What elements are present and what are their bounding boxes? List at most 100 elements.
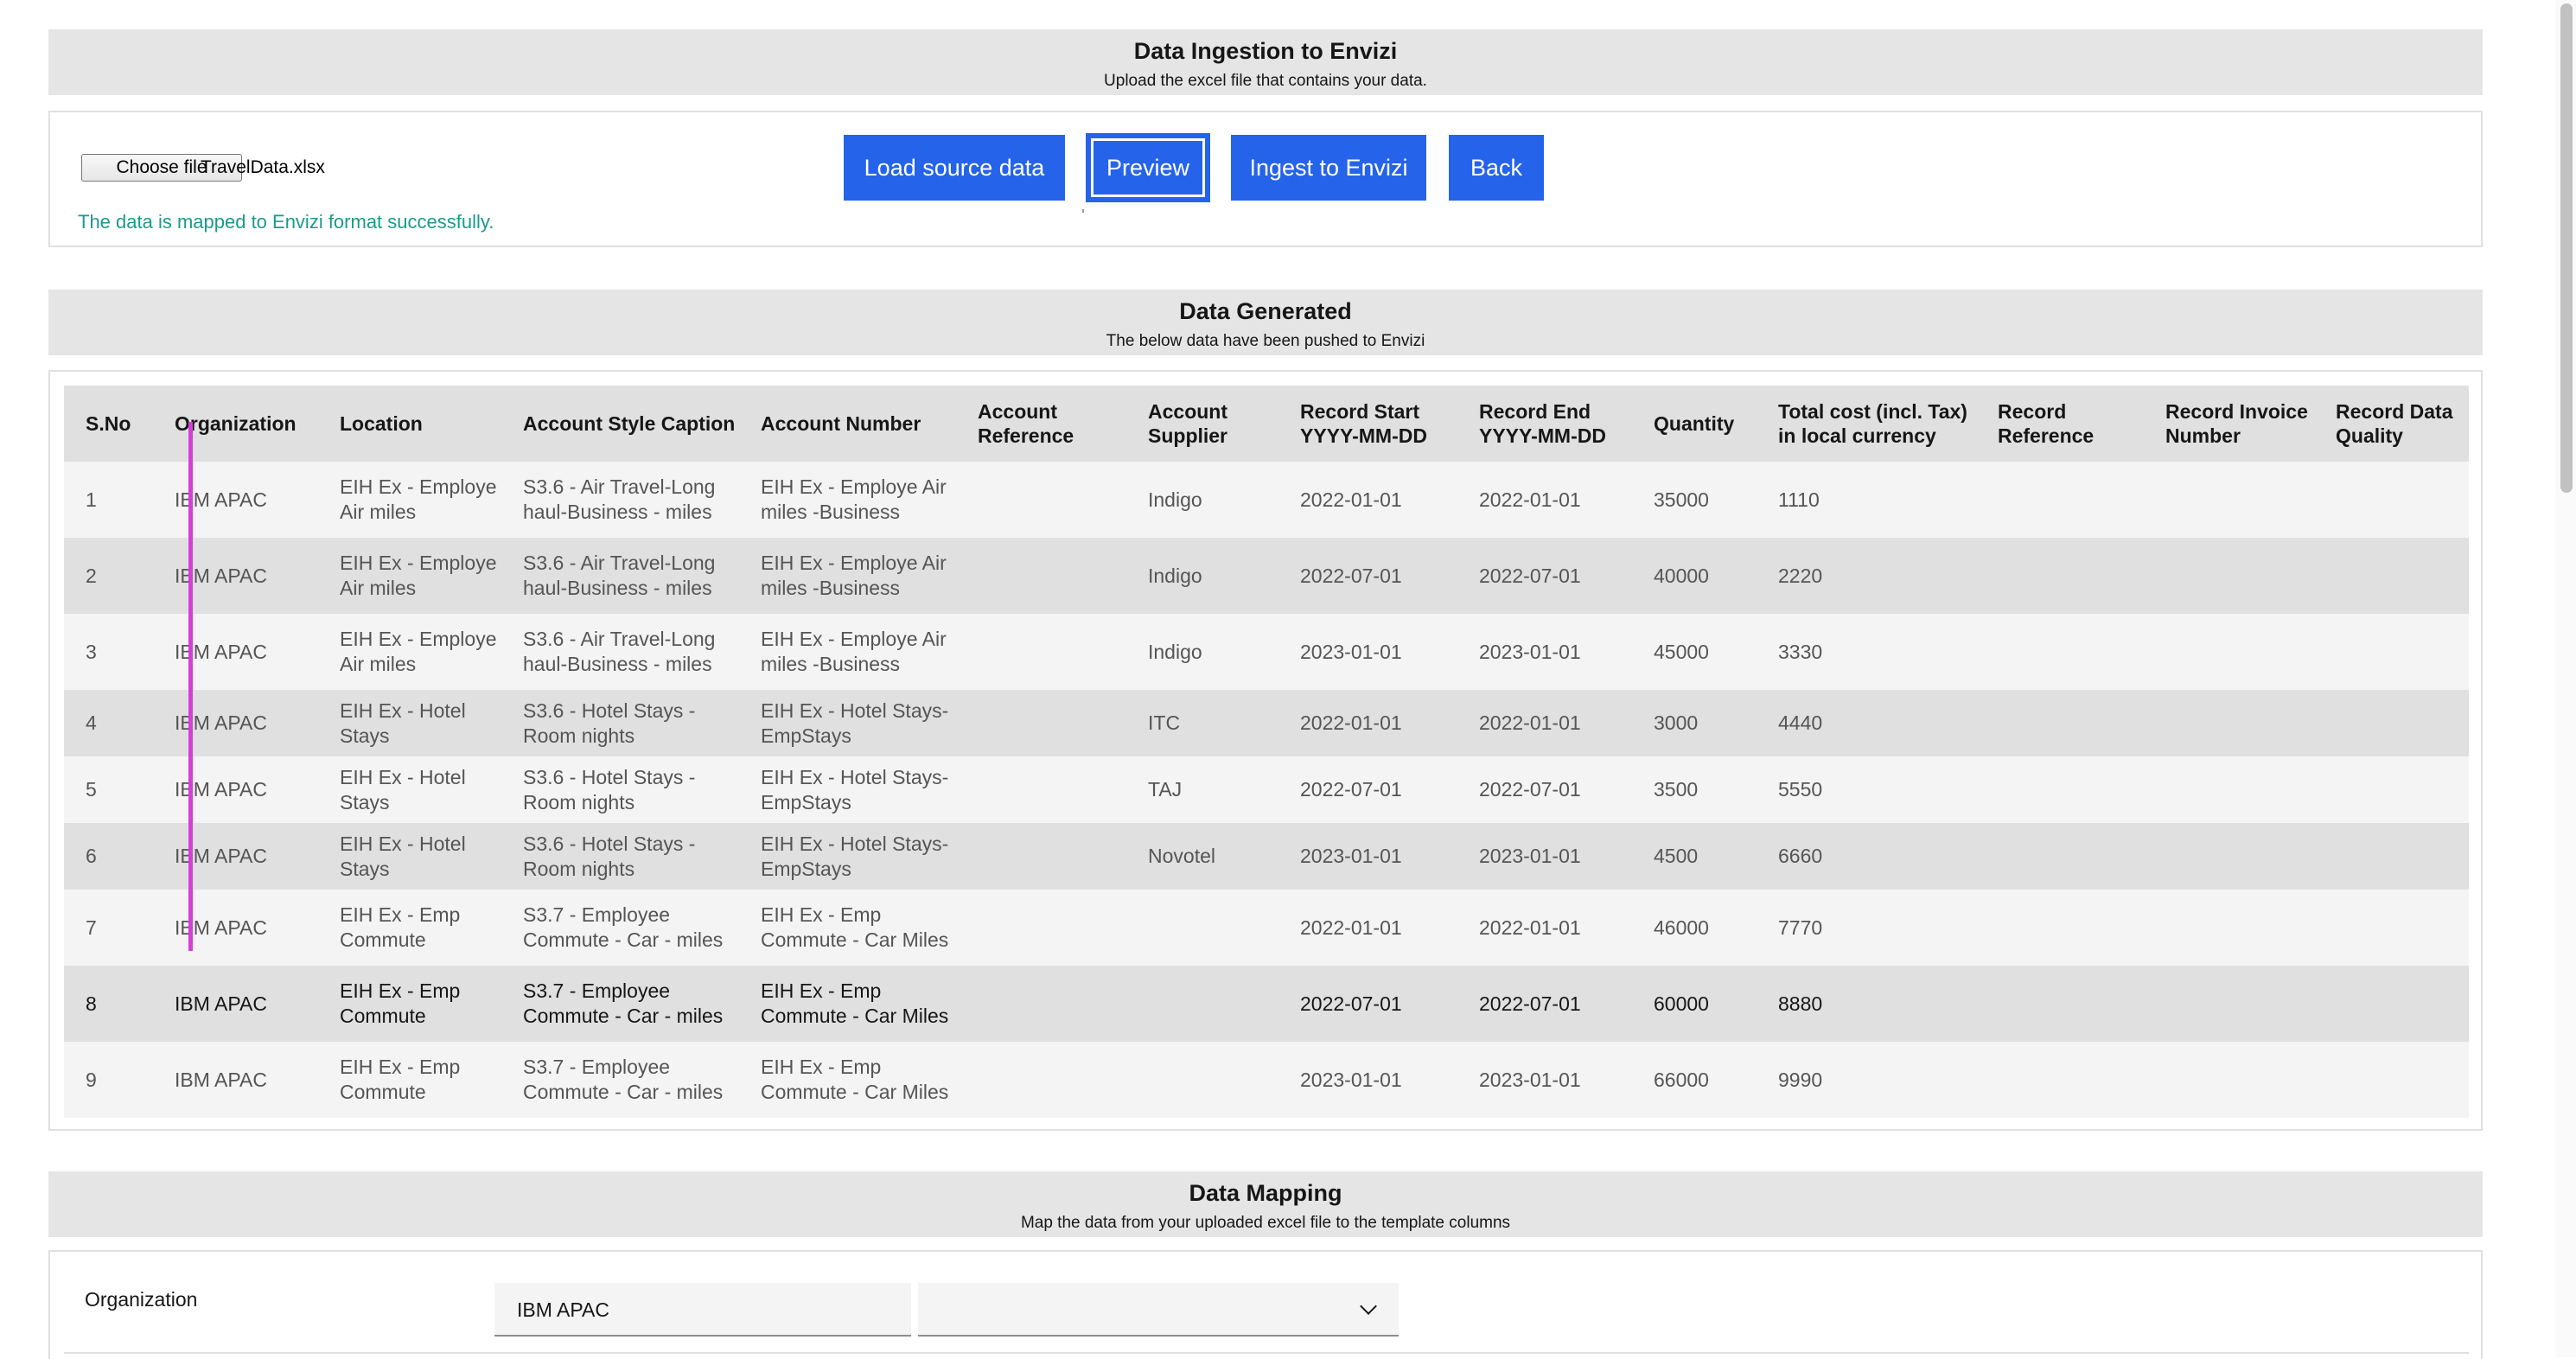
table-cell	[2144, 690, 2314, 756]
table-cell: 2022-07-01	[1300, 992, 1402, 1015]
column-header[interactable]: Record Data Quality	[2336, 400, 2453, 447]
table-cell	[2144, 462, 2314, 538]
table-cell	[2314, 756, 2469, 823]
column-header[interactable]: Record End YYYY-MM-DD	[1479, 400, 1606, 447]
column-header[interactable]: Account Reference	[978, 400, 1074, 447]
table-cell	[2144, 1042, 2314, 1118]
table-cell: 2023-01-01	[1479, 1068, 1581, 1091]
back-button[interactable]: Back	[1449, 135, 1544, 201]
table-cell: 3000	[1654, 711, 1699, 734]
table-row[interactable]: 9 IBM APAC EIH Ex - Emp Commute S3.7 - Empl…	[64, 1042, 2469, 1118]
table-cell	[2144, 614, 2314, 690]
column-header[interactable]: Account Supplier	[1148, 400, 1228, 447]
preview-button[interactable]: Preview	[1087, 135, 1208, 201]
table-cell	[956, 690, 1126, 756]
table-row[interactable]: 4 IBM APAC EIH Ex - Hotel Stays S3.6 - Hote…	[64, 690, 2469, 756]
table-cell	[956, 890, 1126, 966]
table-cell: S3.6 - Hotel Stays - Room nights	[523, 832, 696, 880]
table-row[interactable]: 8 IBM APAC EIH Ex - Emp Commute S3.7 - Empl…	[64, 966, 2469, 1042]
table-cell: EIH Ex - Hotel Stays-EmpStays	[761, 699, 949, 747]
table-cell: 3330	[1778, 640, 1823, 663]
table-row[interactable]: 3 IBM APAC EIH Ex - Employe Air miles S3.6 …	[64, 614, 2469, 690]
table-cell: 1110	[1778, 488, 1820, 511]
row-highlight-bar	[188, 422, 193, 951]
mapping-subtitle: Map the data from your uploaded excel fi…	[1020, 1214, 1511, 1232]
table-cell	[2144, 890, 2314, 966]
table-cell: Indigo	[1148, 488, 1202, 511]
table-cell	[1976, 690, 2144, 756]
table-cell: EIH Ex - Employe Air miles	[340, 552, 497, 599]
table-cell: IBM APAC	[175, 992, 267, 1015]
table-cell: EIH Ex - Employe Air miles -Business	[761, 552, 947, 599]
table-cell: EIH Ex - Employe Air miles	[340, 475, 497, 523]
table-cell: 5	[86, 778, 97, 801]
table-cell: EIH Ex - Emp Commute - Car Miles	[761, 979, 949, 1027]
generated-title: Data Generated	[1179, 298, 1352, 324]
success-message: The data is mapped to Envizi format succ…	[78, 211, 494, 233]
table-cell: 8	[86, 992, 97, 1015]
column-header[interactable]: Organization	[175, 412, 296, 435]
table-cell: 6	[86, 845, 97, 867]
organization-column-select[interactable]	[918, 1283, 1399, 1337]
table-cell: Indigo	[1148, 564, 1202, 587]
table-cell	[1976, 462, 2144, 538]
table-cell: 3500	[1654, 778, 1699, 801]
table-cell	[2314, 890, 2469, 966]
generated-data-table: S.No Organization Location Account Style…	[64, 386, 2469, 1118]
table-cell	[956, 966, 1126, 1042]
table-cell: S3.6 - Air Travel-Long haul-Business - m…	[523, 552, 716, 599]
table-cell: 3	[86, 640, 97, 663]
column-header[interactable]: Quantity	[1654, 412, 1735, 435]
table-cell: IBM APAC	[175, 845, 267, 867]
table-cell: EIH Ex - Hotel Stays	[340, 832, 466, 880]
page-scrollbar[interactable]	[2555, 0, 2576, 1357]
table-row[interactable]: 5 IBM APAC EIH Ex - Hotel Stays S3.6 - Hote…	[64, 756, 2469, 823]
ingestion-subtitle: Upload the excel file that contains your…	[1104, 72, 1427, 90]
chevron-down-icon	[1360, 1298, 1377, 1315]
table-row[interactable]: 2 IBM APAC EIH Ex - Employe Air miles S3.6 …	[64, 538, 2469, 614]
column-header[interactable]: Total cost (incl. Tax) in local currency	[1778, 400, 1967, 447]
cursor-mark	[1082, 209, 1084, 213]
scrollbar-thumb[interactable]	[2560, 3, 2573, 493]
organization-value-field[interactable]: IBM APAC	[494, 1283, 911, 1337]
table-cell: EIH Ex - Employe Air miles	[340, 628, 497, 675]
table-row[interactable]: 1 IBM APAC EIH Ex - Employe Air miles S3.6 …	[64, 462, 2469, 538]
column-header[interactable]: Record Reference	[1998, 400, 2095, 447]
divider	[64, 1352, 2469, 1354]
table-cell: 2022-07-01	[1300, 778, 1402, 801]
table-cell: IBM APAC	[175, 564, 267, 587]
table-cell	[956, 756, 1126, 823]
table-cell: 1	[86, 488, 97, 511]
table-cell: 2023-01-01	[1479, 640, 1581, 663]
table-cell: IBM APAC	[175, 640, 267, 663]
load-source-data-button[interactable]: Load source data	[844, 135, 1065, 201]
column-header[interactable]: Record Invoice Number	[2165, 400, 2308, 447]
table-cell: 45000	[1654, 640, 1709, 663]
column-header[interactable]: Account Number	[761, 412, 921, 435]
table-row[interactable]: 7 IBM APAC EIH Ex - Emp Commute S3.7 - Empl…	[64, 890, 2469, 966]
choose-file-button[interactable]: Choose file	[81, 154, 242, 182]
table-cell: 8880	[1778, 992, 1823, 1015]
table-cell: Novotel	[1148, 845, 1215, 867]
table-cell	[956, 1042, 1126, 1118]
table-cell: EIH Ex - Emp Commute	[340, 903, 461, 951]
table-cell: 2220	[1778, 564, 1823, 587]
column-header[interactable]: Record Start YYYY-MM-DD	[1300, 400, 1427, 447]
column-header[interactable]: Location	[340, 412, 423, 435]
table-cell	[2314, 966, 2469, 1042]
table-cell: 7770	[1778, 916, 1823, 939]
ingest-to-envizi-button[interactable]: Ingest to Envizi	[1231, 135, 1426, 201]
column-header[interactable]: Account Style Caption	[523, 412, 736, 435]
table-cell: 2022-01-01	[1479, 711, 1581, 734]
table-cell: IBM APAC	[175, 488, 267, 511]
table-row[interactable]: 6 IBM APAC EIH Ex - Hotel Stays S3.6 - Hote…	[64, 823, 2469, 890]
table-cell: 9	[86, 1068, 97, 1091]
table-cell: 2022-01-01	[1300, 488, 1402, 511]
table-cell: 6660	[1778, 845, 1823, 867]
table-cell: 4500	[1654, 845, 1699, 867]
mapping-panel: Organization IBM APAC	[48, 1250, 2483, 1359]
table-cell: 40000	[1654, 564, 1709, 587]
table-cell: TAJ	[1148, 778, 1183, 801]
table-cell: IBM APAC	[175, 916, 267, 939]
column-header[interactable]: S.No	[86, 412, 131, 435]
